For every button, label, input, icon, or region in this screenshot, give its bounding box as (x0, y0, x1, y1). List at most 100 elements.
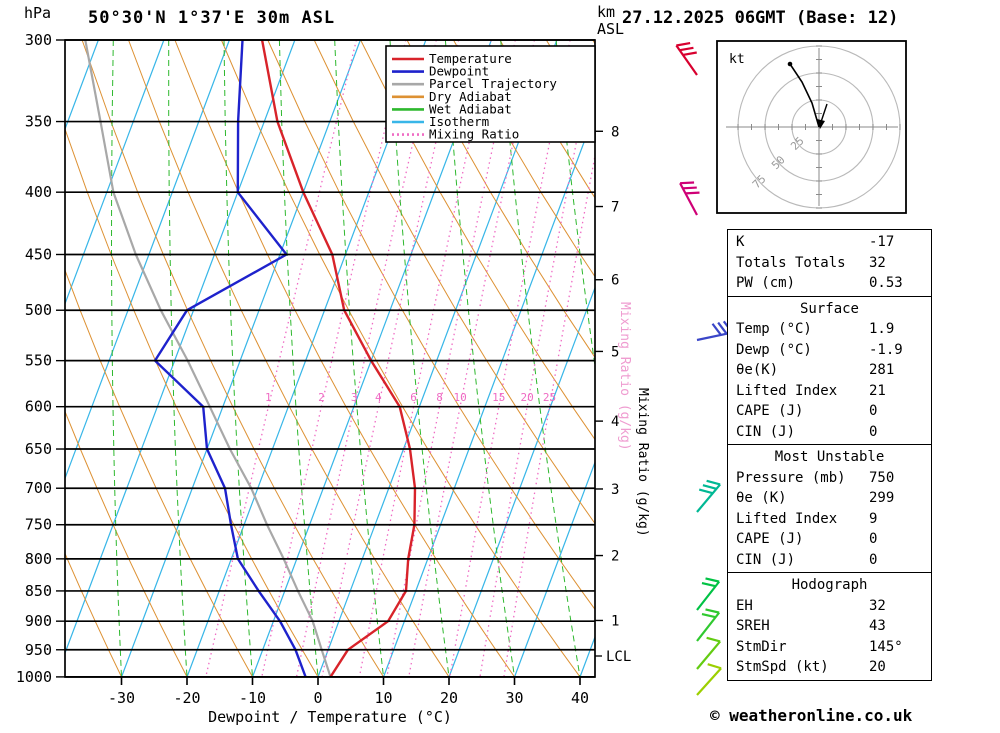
stat-row: CIN (J) 0 (728, 422, 931, 443)
storm-motion-arrow (820, 103, 828, 123)
stat-label: Totals Totals (736, 254, 846, 271)
wind-barb (696, 577, 721, 611)
stat-label: StmDir (736, 638, 787, 655)
svg-text:4: 4 (375, 391, 382, 404)
stat-label: PW (cm) (736, 275, 796, 291)
svg-text:400: 400 (25, 183, 52, 201)
wind-barb (696, 636, 721, 670)
wind-barb (696, 663, 722, 696)
svg-text:-10: -10 (239, 689, 266, 707)
svg-text:300: 300 (25, 31, 52, 49)
stat-label: Lifted Index (736, 510, 838, 527)
stat-label: Dewp (°C) (736, 341, 812, 358)
stat-row: EH 32 (728, 596, 931, 617)
svg-text:6: 6 (611, 273, 619, 289)
svg-text:2: 2 (318, 391, 325, 404)
svg-text:Mixing Ratio: Mixing Ratio (429, 127, 519, 142)
svg-text:550: 550 (25, 352, 52, 370)
svg-text:Wet Adiabat: Wet Adiabat (429, 101, 512, 116)
stat-value: 0.53 (869, 275, 903, 291)
wind-barbs (675, 41, 734, 696)
stats-section-header: Surface (799, 300, 859, 317)
km-asl-axis-title: km ASL (597, 4, 624, 38)
page-title: 50°30'N 1°37'E 30m ASL (88, 8, 336, 28)
stat-value: 145° (869, 638, 903, 655)
stat-value: 750 (869, 469, 895, 486)
svg-text:950: 950 (25, 641, 52, 659)
stats-section: K -17 Totals Totals 32 PW (cm) 0.53 (728, 230, 931, 297)
stat-label: CAPE (J) (736, 531, 804, 547)
svg-text:-20: -20 (173, 689, 200, 707)
stat-row: Lifted Index 21 (728, 381, 931, 402)
svg-text:0: 0 (313, 689, 322, 707)
wind-barb (696, 479, 721, 513)
stat-value: 0 (869, 551, 878, 568)
km-label: km (597, 3, 616, 21)
stat-value: 299 (869, 490, 895, 506)
svg-text:20: 20 (440, 689, 458, 707)
stat-row: SREH 43 (728, 616, 931, 637)
stat-value: 32 (869, 254, 886, 271)
stat-label: CIN (J) (736, 551, 796, 568)
stat-value: 1.9 (869, 321, 895, 337)
mixing-ratio-axis-label-pink: Mixing Ratio (g/kg) (617, 302, 632, 451)
svg-text:5: 5 (611, 344, 619, 360)
stat-row: Dewp (°C) -1.9 (728, 340, 931, 361)
stat-label: Temp (°C) (736, 321, 812, 337)
stat-label: CAPE (J) (736, 403, 804, 419)
copyright: © weatheronline.co.uk (710, 706, 913, 725)
svg-text:30: 30 (505, 689, 523, 707)
svg-text:3: 3 (351, 391, 358, 404)
svg-text:4: 4 (611, 414, 619, 430)
svg-text:Dewpoint: Dewpoint (429, 64, 489, 79)
svg-text:3: 3 (611, 482, 619, 498)
svg-text:800: 800 (25, 550, 52, 568)
svg-text:350: 350 (25, 113, 52, 131)
stat-row: Totals Totals 32 (728, 253, 931, 274)
stat-value: 32 (869, 597, 886, 614)
stats-table: K -17 Totals Totals 32 PW (cm) 0.53 Surface Tem… (727, 229, 932, 681)
stat-row: CAPE (J) 0 (728, 529, 931, 550)
svg-text:20: 20 (520, 391, 533, 404)
svg-text:15: 15 (492, 391, 505, 404)
stat-value: 43 (869, 618, 886, 634)
stat-value: 9 (869, 510, 878, 527)
stat-value: 20 (869, 659, 886, 675)
svg-text:-30: -30 (108, 689, 135, 707)
svg-text:900: 900 (25, 612, 52, 630)
stats-section-header: Most Unstable (774, 449, 885, 465)
svg-text:1000: 1000 (16, 668, 52, 686)
stat-row: StmSpd (kt) 20 (728, 657, 931, 678)
stat-label: K (736, 234, 745, 250)
stat-label: SREH (736, 618, 770, 634)
svg-text:2: 2 (611, 549, 619, 565)
stat-value: -17 (869, 234, 895, 250)
isotherms (65, 40, 595, 677)
stats-section: Hodograph EH 32 SREH 43 StmDir 145° StmSpd (kt)… (728, 573, 931, 680)
stat-value: 21 (869, 382, 886, 399)
svg-text:Isotherm: Isotherm (429, 114, 489, 129)
stat-value: 0 (869, 403, 878, 419)
stat-label: θe (K) (736, 490, 787, 506)
stat-row: K -17 (728, 232, 931, 253)
svg-text:7: 7 (611, 200, 619, 216)
mixing-ratio-labels: 1 2 3 4 6 8 10 15 20 25 (265, 391, 556, 404)
stat-label: θe(K) (736, 362, 779, 378)
km-axis: 1 2 3 4 5 6 7 8 LCL (595, 124, 631, 665)
hodograph-unit: kt (729, 52, 745, 67)
stat-label: Pressure (mb) (736, 469, 846, 486)
stats-section-header: Hodograph (791, 577, 868, 593)
stat-label: EH (736, 597, 753, 614)
stat-value: 0 (869, 423, 878, 440)
wind-barb (696, 608, 721, 642)
svg-text:1: 1 (265, 391, 272, 404)
wind-barb (675, 41, 698, 76)
stat-row: CIN (J) 0 (728, 550, 931, 571)
svg-text:650: 650 (25, 440, 52, 458)
stat-row: CAPE (J) 0 (728, 401, 931, 422)
svg-text:8: 8 (611, 124, 619, 140)
stat-value: 281 (869, 362, 895, 378)
svg-text:450: 450 (25, 245, 52, 263)
